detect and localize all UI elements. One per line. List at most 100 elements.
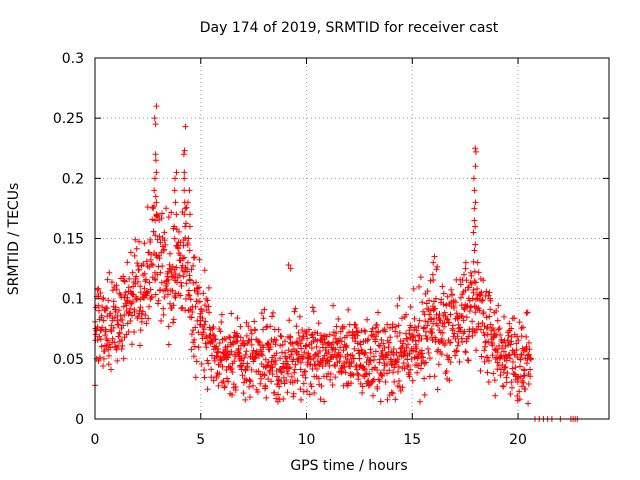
data-point	[462, 349, 469, 356]
data-point	[240, 337, 247, 344]
data-point	[124, 298, 131, 305]
data-point	[522, 386, 529, 393]
data-point	[302, 368, 309, 375]
data-point	[301, 349, 308, 356]
data-point	[306, 353, 313, 360]
data-point	[477, 367, 484, 374]
data-point	[365, 361, 372, 368]
data-point	[520, 373, 527, 380]
data-point	[228, 366, 235, 373]
data-point	[260, 315, 267, 322]
data-point	[472, 148, 479, 155]
data-point	[120, 273, 127, 280]
data-point	[287, 333, 294, 340]
data-point	[96, 307, 103, 314]
data-point	[259, 352, 266, 359]
data-point	[127, 305, 134, 312]
data-point	[462, 348, 469, 355]
data-point	[200, 290, 207, 297]
data-point	[424, 336, 431, 343]
data-point	[462, 265, 469, 272]
data-point	[183, 220, 190, 227]
data-point	[393, 349, 400, 356]
data-point	[394, 333, 401, 340]
data-point	[391, 378, 398, 385]
data-point	[382, 378, 389, 385]
data-point	[160, 305, 167, 312]
data-point	[250, 358, 257, 365]
data-point	[507, 341, 514, 348]
data-point	[395, 322, 402, 329]
data-point	[223, 367, 230, 374]
data-point	[240, 342, 247, 349]
data-point	[481, 358, 488, 365]
data-point	[180, 242, 187, 249]
data-point	[290, 390, 297, 397]
data-point	[108, 279, 115, 286]
data-point	[109, 287, 116, 294]
data-point	[257, 380, 264, 387]
data-point	[104, 313, 111, 320]
data-point	[463, 277, 470, 284]
data-point	[380, 340, 387, 347]
data-point	[293, 323, 300, 330]
data-point	[509, 365, 516, 372]
data-point	[382, 328, 389, 335]
data-point	[140, 260, 147, 267]
data-point	[392, 396, 399, 403]
data-point	[178, 283, 185, 290]
data-point	[315, 375, 322, 382]
data-point	[465, 284, 472, 291]
data-point	[159, 263, 166, 270]
data-point	[422, 328, 429, 335]
data-point	[518, 351, 525, 358]
data-point	[184, 259, 191, 266]
data-point	[492, 392, 499, 399]
data-point	[430, 277, 437, 284]
data-point	[411, 315, 418, 322]
data-point	[375, 309, 382, 316]
data-point	[314, 366, 321, 373]
data-point	[399, 384, 406, 391]
data-point	[413, 327, 420, 334]
data-point	[254, 337, 261, 344]
data-point	[121, 278, 128, 285]
data-point	[177, 279, 184, 286]
data-point	[199, 315, 206, 322]
data-point	[278, 369, 285, 376]
data-point	[465, 357, 472, 364]
data-point	[508, 325, 515, 332]
data-point	[196, 298, 203, 305]
data-point	[359, 383, 366, 390]
data-point	[525, 339, 532, 346]
data-point	[495, 326, 502, 333]
data-point	[461, 328, 468, 335]
data-point	[398, 315, 405, 322]
data-point	[131, 308, 138, 315]
data-point	[326, 331, 333, 338]
data-point	[483, 314, 490, 321]
data-point	[311, 390, 318, 397]
data-point	[472, 309, 479, 316]
data-point	[470, 289, 477, 296]
data-point	[486, 289, 493, 296]
data-point	[447, 339, 454, 346]
data-point	[472, 329, 479, 336]
data-point	[462, 259, 469, 266]
data-point	[107, 344, 114, 351]
data-point	[234, 337, 241, 344]
data-point	[525, 351, 532, 358]
data-point	[438, 351, 445, 358]
data-point	[186, 187, 193, 194]
data-point	[267, 344, 274, 351]
data-point	[194, 290, 201, 297]
data-point	[332, 362, 339, 369]
data-point	[96, 354, 103, 361]
data-point	[225, 354, 232, 361]
data-point	[386, 339, 393, 346]
data-point	[442, 313, 449, 320]
data-point	[127, 317, 134, 324]
data-point	[333, 323, 340, 330]
data-point	[167, 250, 174, 257]
